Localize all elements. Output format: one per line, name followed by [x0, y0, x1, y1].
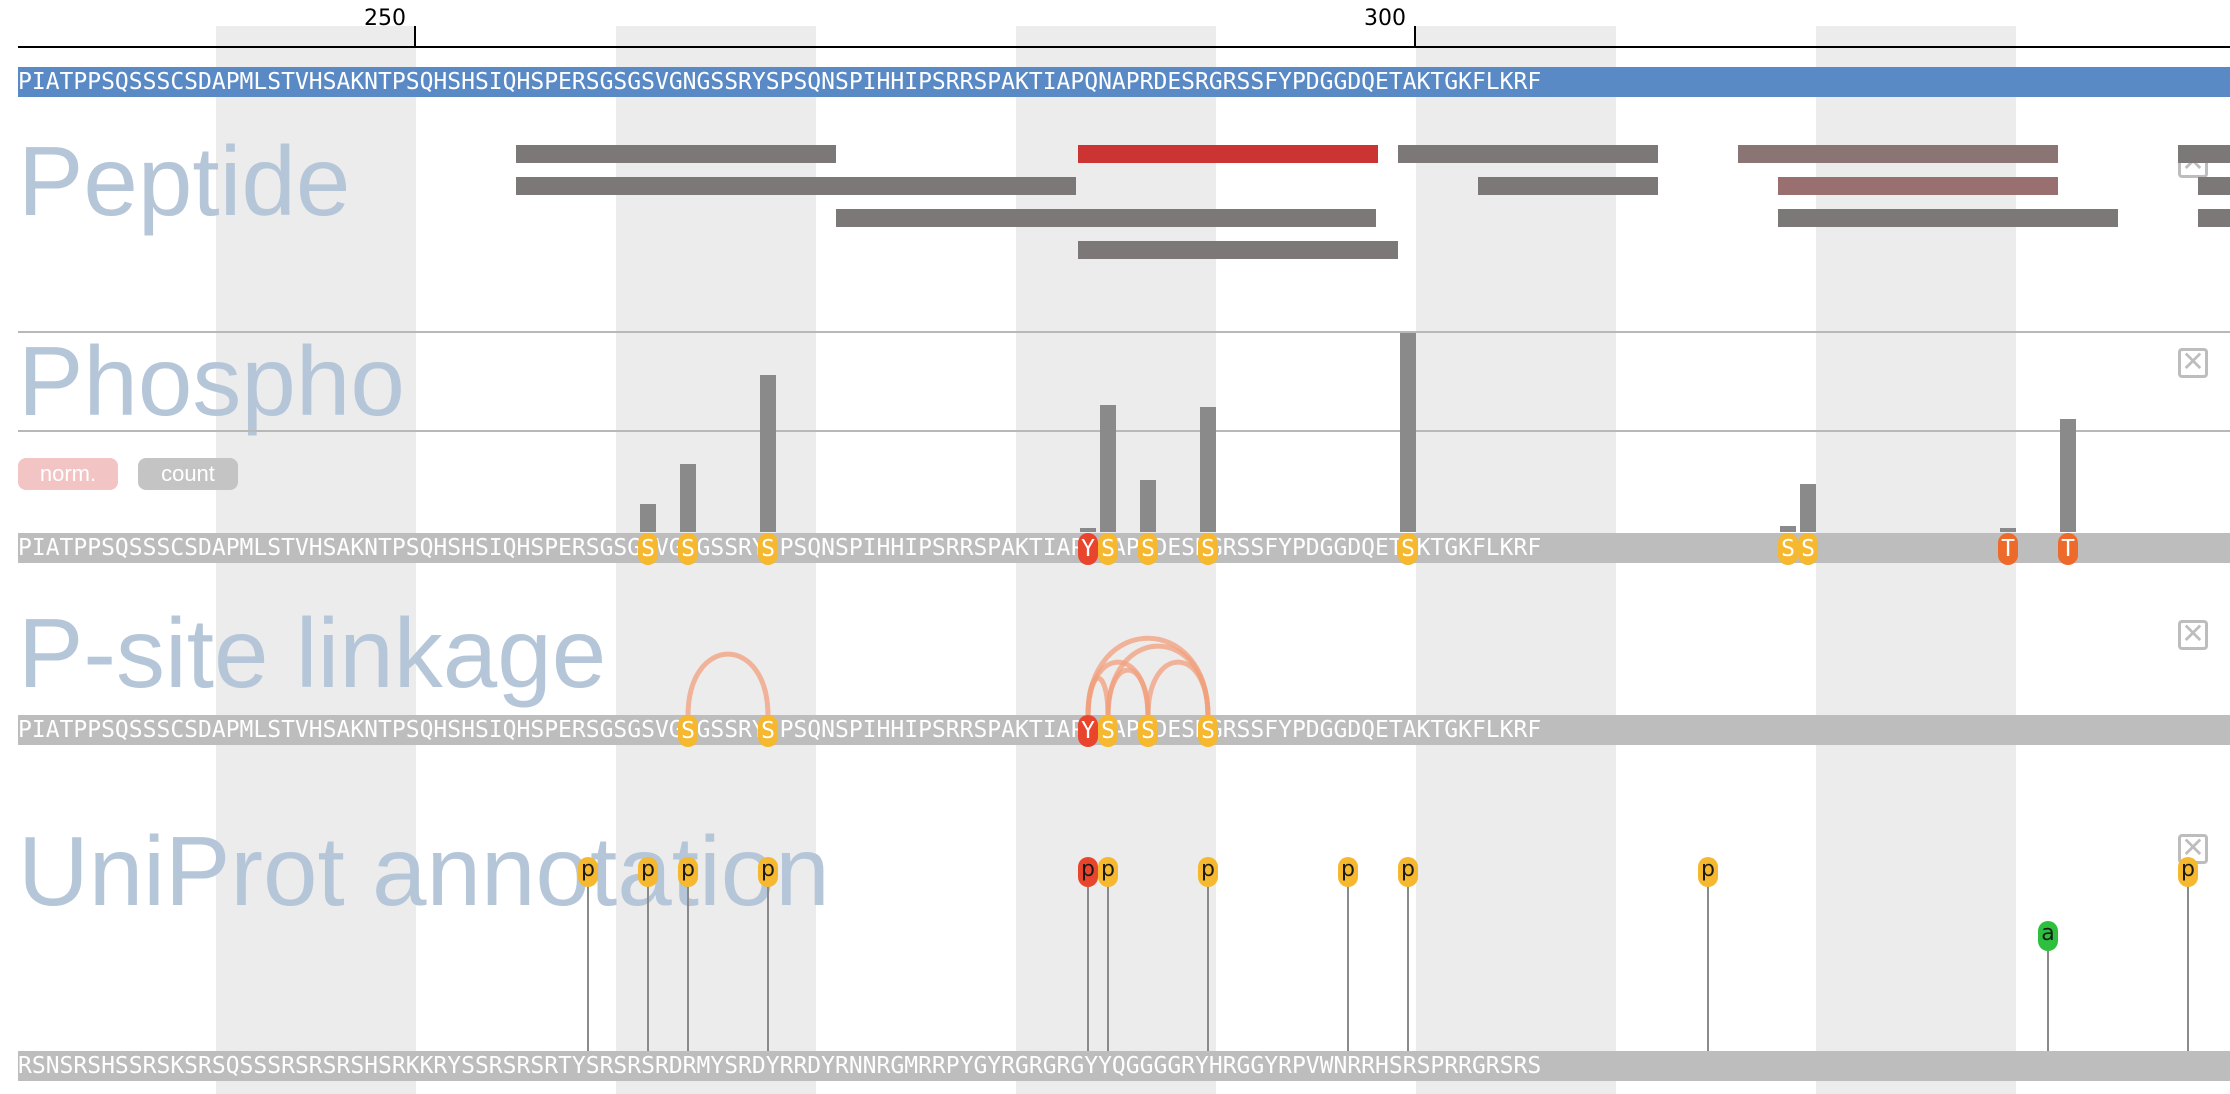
linked-site-residue[interactable]: S [1198, 715, 1218, 747]
linked-site-residue[interactable]: Y [1078, 715, 1098, 747]
axis-tick [1414, 26, 1416, 46]
max-count-line [18, 430, 2230, 432]
phosphorylation-pin[interactable]: p [578, 857, 598, 887]
norm-toggle[interactable]: norm. [18, 458, 118, 490]
annotation-sequence-bar[interactable]: RSNSRSHSSRSKSRSQSSSRSRSRSHSRKKRYSSRSRSRT… [18, 1051, 2230, 1081]
phosphorylation-pin[interactable]: p [1398, 857, 1418, 887]
peptide-bar[interactable] [2198, 209, 2230, 227]
peptide-bar[interactable] [1078, 145, 1378, 163]
close-track-phospho-button[interactable]: ✕ [2178, 348, 2208, 378]
phosphorylation-pin[interactable]: p [1698, 857, 1718, 887]
phospho-site-residue[interactable]: S [678, 533, 698, 565]
phospho-count-bar[interactable] [760, 375, 776, 532]
peptide-bar[interactable] [836, 209, 1376, 227]
annotation-pin-stem [1707, 885, 1709, 1051]
phospho-site-residue[interactable]: T [1998, 533, 2018, 565]
phosphorylation-pin[interactable]: p [1338, 857, 1358, 887]
phospho-count-bar[interactable] [1800, 484, 1816, 532]
phospho-count-bar[interactable] [1140, 480, 1156, 532]
phosphorylation-pin[interactable]: p [1098, 857, 1118, 887]
phosphorylation-pin[interactable]: p [2178, 857, 2198, 887]
peptide-bar[interactable] [1778, 177, 2058, 195]
peptide-bar[interactable] [1078, 241, 1398, 259]
acetylation-pin[interactable]: a [2038, 921, 2058, 951]
phospho-site-residue[interactable]: S [1138, 533, 1158, 565]
phosphorylation-pin[interactable]: p [638, 857, 658, 887]
annotation-pin-stem [1407, 885, 1409, 1051]
track-separator [18, 331, 2230, 333]
phospho-site-residue[interactable]: S [758, 533, 778, 565]
phosphorylation-pin[interactable]: p [1078, 857, 1098, 887]
annotation-pin-stem [687, 885, 689, 1051]
phospho-count-bar[interactable] [1780, 526, 1796, 532]
track-title-uniprot: UniProt annotation [18, 816, 830, 926]
linked-site-residue[interactable]: S [1098, 715, 1118, 747]
annotation-pin-stem [2187, 885, 2189, 1051]
phospho-count-bar[interactable] [1080, 528, 1096, 532]
peptide-bar[interactable] [2198, 177, 2230, 195]
phosphorylation-pin[interactable]: p [678, 857, 698, 887]
linked-site-residue[interactable]: S [678, 715, 698, 747]
annotation-pin-stem [767, 885, 769, 1051]
annotation-pin-stem [1087, 885, 1089, 1051]
axis-tick [414, 26, 416, 46]
peptide-bar[interactable] [1778, 209, 2118, 227]
peptide-bar[interactable] [516, 145, 836, 163]
phospho-sequence-bar[interactable]: PIATPPSQSSSCSDAPMLSTVHSAKNTPSQHSHSIQHSPE… [18, 533, 2230, 563]
phospho-count-bar[interactable] [1200, 407, 1216, 532]
axis-tick-label: 250 [364, 6, 406, 31]
annotation-pin-stem [647, 885, 649, 1051]
phospho-site-residue[interactable]: S [1798, 533, 1818, 565]
phospho-count-bar[interactable] [2060, 419, 2076, 532]
linked-site-residue[interactable]: S [1138, 715, 1158, 747]
peptide-bar[interactable] [516, 177, 1076, 195]
phosphorylation-pin[interactable]: p [758, 857, 778, 887]
close-track-linkage-button[interactable]: ✕ [2178, 620, 2208, 650]
phospho-count-bar[interactable] [2000, 528, 2016, 532]
phospho-site-residue[interactable]: Y [1078, 533, 1098, 565]
peptide-bar[interactable] [1398, 145, 1658, 163]
phosphorylation-pin[interactable]: p [1198, 857, 1218, 887]
annotation-pin-stem [1207, 885, 1209, 1051]
linkage-arc[interactable] [1105, 643, 1211, 717]
position-axis [18, 46, 2230, 48]
annotation-pin-stem [2047, 949, 2049, 1051]
track-title-linkage: P-site linkage [18, 598, 607, 708]
annotation-pin-stem [587, 885, 589, 1051]
phospho-site-residue[interactable]: T [2058, 533, 2078, 565]
linkage-arc[interactable] [685, 651, 771, 717]
sequence-bar[interactable]: PIATPPSQSSSCSDAPMLSTVHSAKNTPSQHSHSIQHSPE… [18, 67, 2230, 97]
phospho-site-residue[interactable]: S [1778, 533, 1798, 565]
linkage-arc[interactable] [1145, 659, 1211, 717]
track-title-phospho: Phospho [18, 326, 405, 436]
phospho-count-bar[interactable] [1400, 333, 1416, 532]
annotation-pin-stem [1107, 885, 1109, 1051]
track-title-peptide: Peptide [18, 126, 351, 236]
peptide-bar[interactable] [2178, 145, 2230, 163]
phospho-site-residue[interactable]: S [638, 533, 658, 565]
peptide-bar[interactable] [1478, 177, 1658, 195]
phospho-site-residue[interactable]: S [1398, 533, 1418, 565]
annotation-pin-stem [1347, 885, 1349, 1051]
phospho-count-bar[interactable] [640, 504, 656, 532]
linked-site-residue[interactable]: S [758, 715, 778, 747]
phospho-site-residue[interactable]: S [1098, 533, 1118, 565]
phospho-site-residue[interactable]: S [1198, 533, 1218, 565]
peptide-bar[interactable] [1738, 145, 2058, 163]
count-toggle[interactable]: count [138, 458, 238, 490]
linkage-sequence-bar[interactable]: PIATPPSQSSSCSDAPMLSTVHSAKNTPSQHSHSIQHSPE… [18, 715, 2230, 745]
phospho-count-bar[interactable] [1100, 405, 1116, 532]
phospho-count-bar[interactable] [680, 464, 696, 532]
axis-tick-label: 300 [1364, 6, 1406, 31]
